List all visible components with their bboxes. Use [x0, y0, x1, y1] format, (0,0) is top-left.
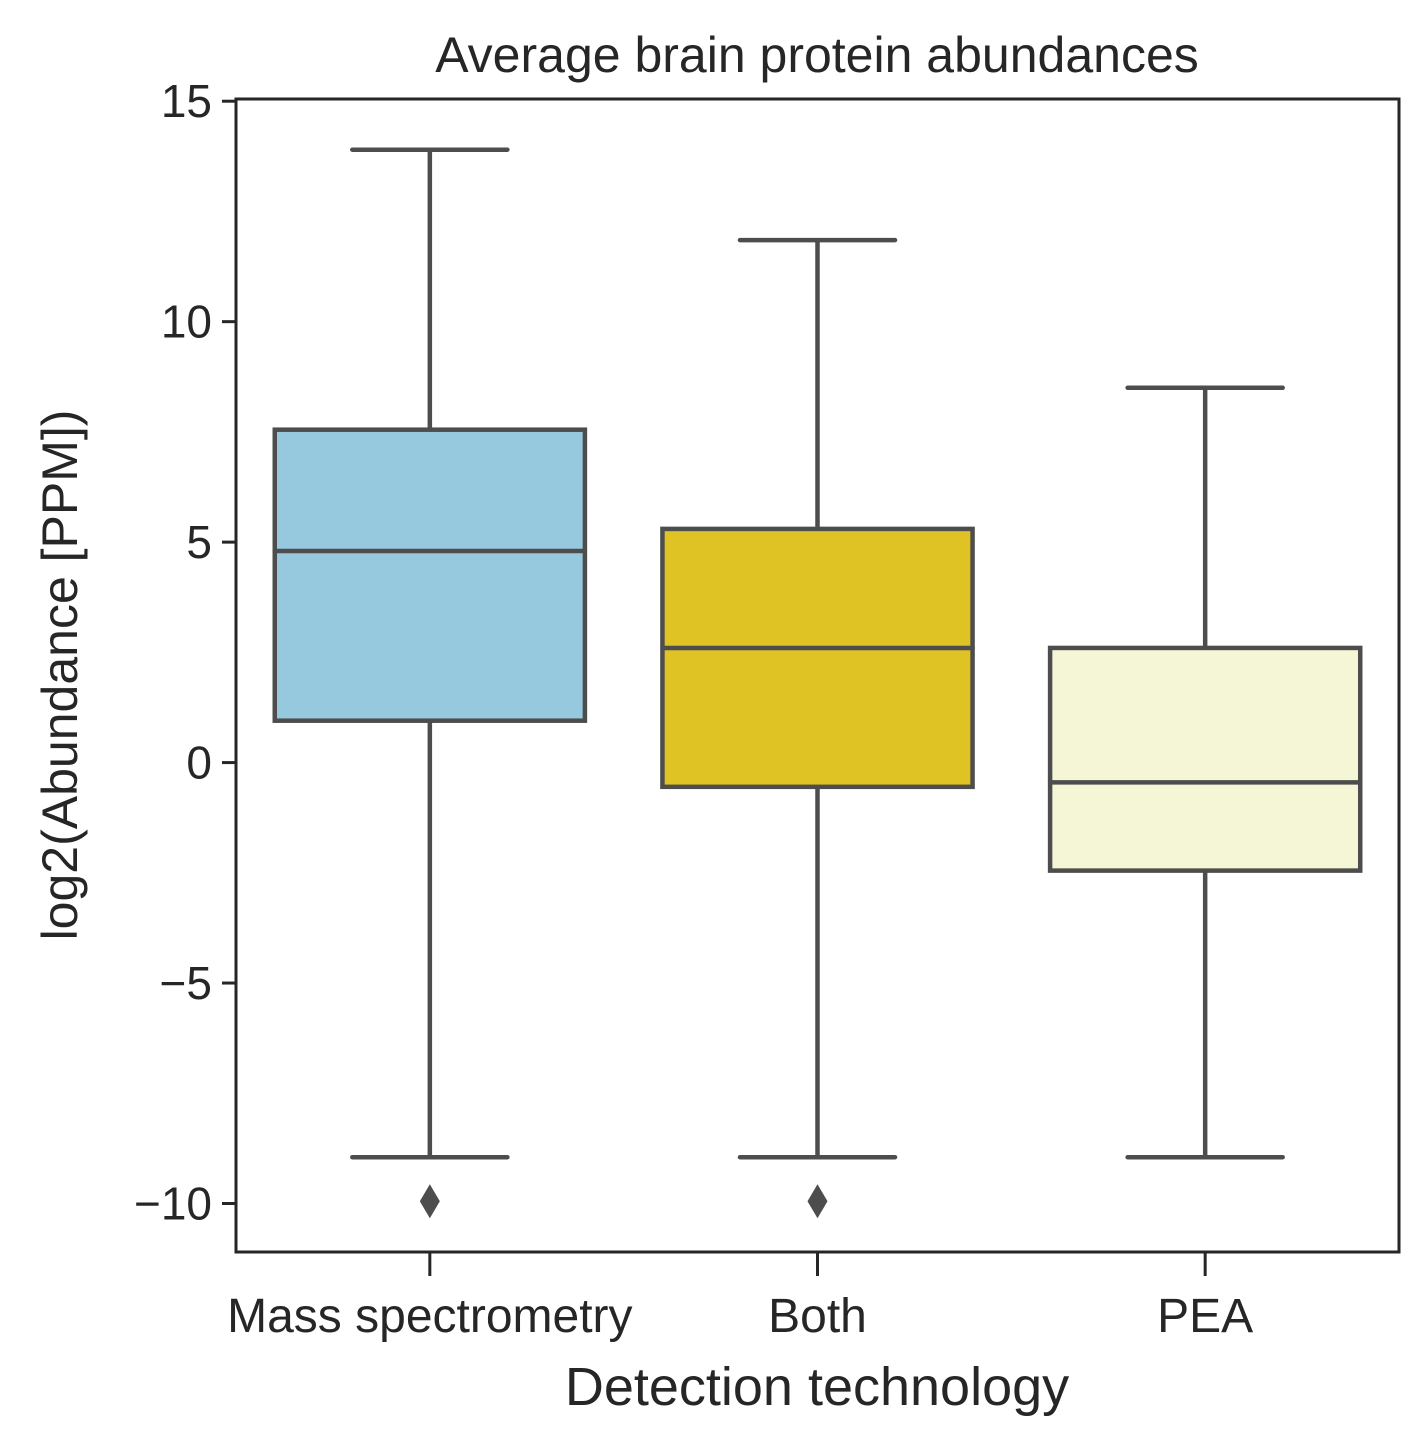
x-tick-label: Mass spectrometry [227, 1290, 632, 1343]
x-axis: Mass spectrometry Both PEA [227, 1252, 1253, 1343]
y-tick-label: 10 [161, 296, 212, 348]
outlier-point [807, 1184, 828, 1219]
box-mass-spectrometry [272, 147, 588, 1219]
y-tick-label: 0 [186, 737, 212, 789]
x-tick-label: Both [768, 1290, 867, 1343]
x-axis-label: Detection technology [565, 1357, 1069, 1417]
y-tick-label: −5 [160, 957, 212, 1009]
box-pea [1047, 385, 1363, 1160]
chart-title: Average brain protein abundances [435, 27, 1199, 83]
y-axis: 15 10 5 0 −5 −10 [134, 75, 236, 1229]
outlier-point [419, 1184, 440, 1219]
iqr-box [1047, 645, 1363, 873]
boxes-group [272, 147, 1363, 1219]
y-tick-label: 5 [186, 516, 212, 568]
x-tick-label: PEA [1157, 1290, 1253, 1343]
box-both [660, 237, 975, 1219]
iqr-box [272, 427, 588, 723]
y-tick-label: 15 [161, 75, 212, 127]
y-tick-label: −10 [134, 1177, 212, 1229]
y-axis-label: log2(Abundance [PPM]) [32, 410, 88, 941]
iqr-box [660, 526, 975, 790]
